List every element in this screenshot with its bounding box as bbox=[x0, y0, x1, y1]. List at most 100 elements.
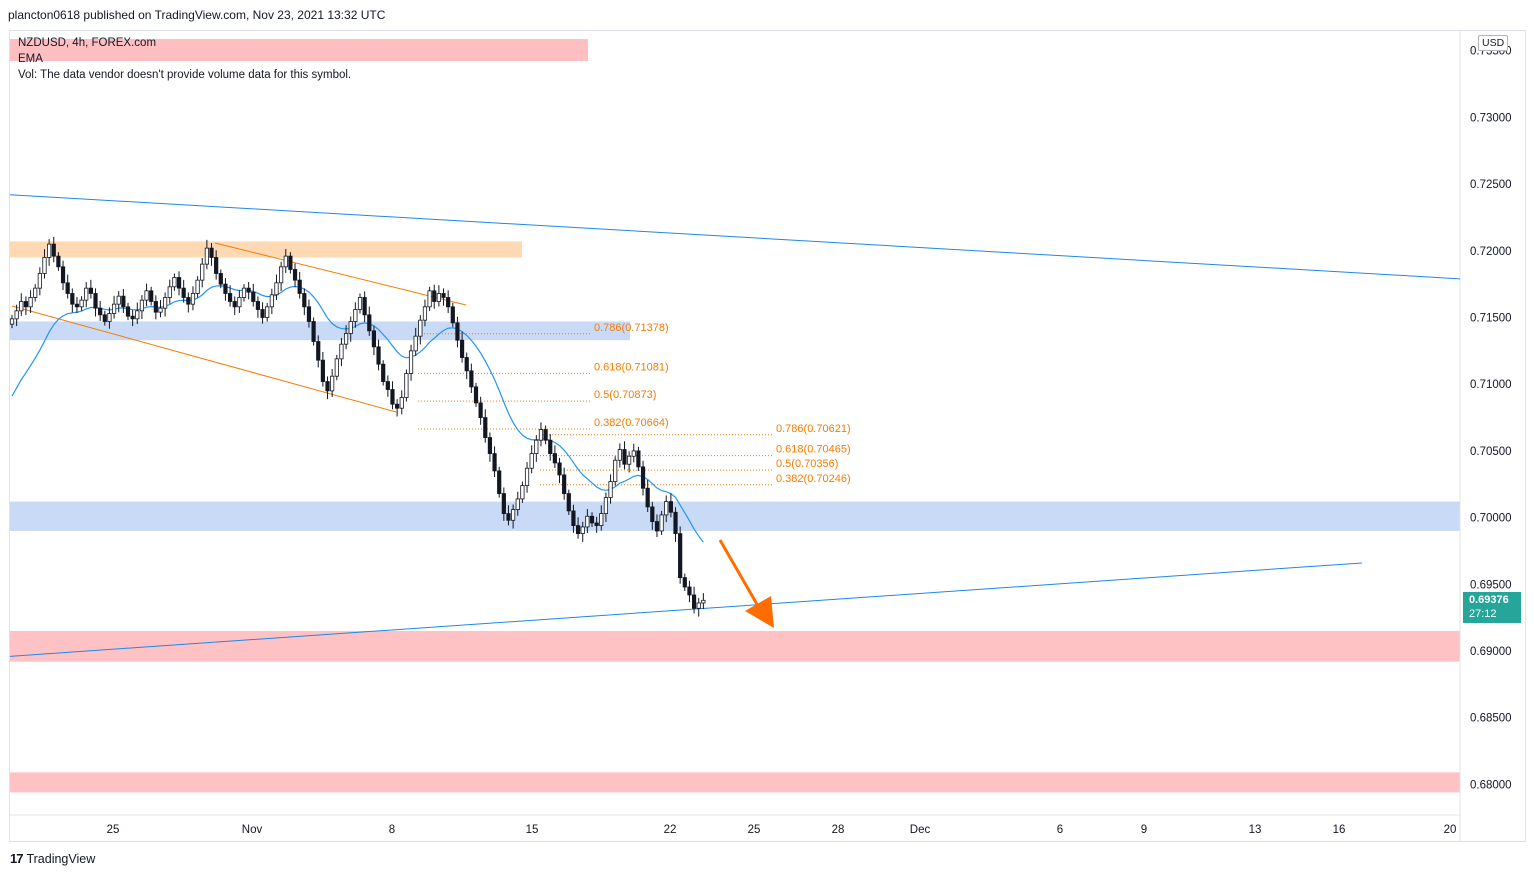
time-tick-label: 20 bbox=[1444, 824, 1457, 836]
candle-body bbox=[446, 297, 451, 308]
ema-label[interactable]: EMA bbox=[18, 53, 43, 65]
candle-body bbox=[283, 255, 288, 268]
candle-body bbox=[214, 257, 219, 274]
candle-body bbox=[571, 510, 576, 527]
currency-badge[interactable]: USD bbox=[1478, 35, 1509, 51]
price-tick-label: 0.70500 bbox=[1470, 446, 1512, 458]
candle-body bbox=[153, 301, 158, 313]
candle-body bbox=[687, 586, 692, 596]
price-tick-label: 0.72500 bbox=[1470, 179, 1512, 191]
candle-body bbox=[381, 363, 386, 382]
candle-body bbox=[575, 525, 581, 535]
publisher-header: plancton0618 published on TradingView.co… bbox=[8, 8, 386, 22]
price-tick-label: 0.71000 bbox=[1470, 379, 1512, 391]
price-tick-label: 0.70000 bbox=[1470, 513, 1512, 525]
candle-body bbox=[125, 306, 131, 317]
candle-body bbox=[176, 277, 182, 289]
candle-body bbox=[497, 470, 502, 494]
candle-body bbox=[650, 506, 655, 523]
candle-body bbox=[353, 309, 358, 322]
candle-body bbox=[483, 417, 488, 438]
candle-body bbox=[23, 301, 29, 308]
candle-body bbox=[9, 318, 15, 325]
candle-body bbox=[70, 293, 75, 305]
candle-body bbox=[47, 243, 52, 258]
candle-body bbox=[520, 485, 525, 500]
chart-frame bbox=[9, 30, 1526, 842]
candle-body bbox=[241, 287, 247, 298]
time-tick-label: 6 bbox=[1057, 824, 1063, 836]
candle-body bbox=[107, 313, 112, 322]
candle-body bbox=[627, 455, 632, 465]
candle-body bbox=[580, 526, 585, 535]
candle-body bbox=[19, 301, 24, 312]
candle-body bbox=[376, 346, 381, 365]
candles-layer bbox=[9, 236, 706, 617]
candle-body bbox=[589, 515, 595, 524]
footer-logo[interactable]: 17 TradingView bbox=[10, 851, 95, 866]
candle-body bbox=[274, 282, 279, 296]
price-tick-label: 0.68500 bbox=[1470, 713, 1512, 725]
candle-body bbox=[167, 286, 172, 298]
candle-body bbox=[678, 533, 683, 579]
candle-body bbox=[636, 450, 641, 468]
candle-body bbox=[506, 513, 511, 521]
candle-body bbox=[74, 303, 80, 308]
candle-body bbox=[139, 299, 145, 312]
candle-body bbox=[668, 501, 673, 513]
candle-body bbox=[599, 513, 604, 527]
price-tick-label: 0.71500 bbox=[1470, 313, 1512, 325]
price-tick-label: 0.69000 bbox=[1470, 646, 1512, 658]
fib-level-label: 0.786(0.71378) bbox=[594, 322, 669, 334]
fib-level-label: 0.382(0.70246) bbox=[776, 473, 851, 485]
candle-body bbox=[608, 481, 613, 498]
candle-body bbox=[42, 257, 47, 274]
candle-body bbox=[200, 263, 205, 281]
candle-body bbox=[181, 287, 186, 298]
candle-body bbox=[149, 290, 154, 302]
candle-body bbox=[251, 291, 256, 302]
candle-body bbox=[288, 255, 293, 270]
candle-body bbox=[548, 439, 553, 454]
candle-body bbox=[492, 453, 497, 472]
candle-body bbox=[14, 310, 19, 320]
candle-body bbox=[696, 602, 701, 609]
candle-body bbox=[654, 521, 660, 532]
bar-countdown: 27:12 bbox=[1469, 608, 1497, 620]
candle-body bbox=[640, 466, 646, 489]
legend-highlight-zone bbox=[10, 39, 588, 61]
time-tick-label: 22 bbox=[664, 824, 677, 836]
fib-level-label: 0.5(0.70356) bbox=[776, 458, 838, 470]
candle-body bbox=[297, 279, 302, 294]
candle-body bbox=[594, 522, 599, 527]
chart-legend: NZDUSD, 4h, FOREX.com EMA Vol: The data … bbox=[18, 35, 351, 83]
projection-arrow-head bbox=[745, 596, 774, 628]
candle-body bbox=[441, 293, 446, 298]
symbol-label[interactable]: NZDUSD, 4h, FOREX.com bbox=[18, 37, 157, 49]
candle-body bbox=[422, 306, 428, 321]
time-axis: 25 Nov 8 15 22 25 28 Dec 6 9 13 16 20 bbox=[107, 824, 1457, 836]
candle-body bbox=[223, 283, 228, 294]
candle-body bbox=[135, 310, 140, 320]
projection-arrow-layer bbox=[718, 539, 774, 628]
candle-body bbox=[255, 301, 261, 310]
candle-body bbox=[631, 450, 636, 457]
fib-level-label: 0.382(0.70664) bbox=[594, 417, 669, 429]
candle-body bbox=[195, 279, 200, 294]
candle-body bbox=[436, 293, 441, 302]
candle-body bbox=[37, 273, 42, 289]
last-price-value: 0.69376 bbox=[1469, 594, 1509, 606]
candle-body bbox=[265, 306, 270, 318]
candle-body bbox=[427, 290, 432, 308]
candle-body bbox=[566, 493, 571, 512]
time-tick-label: 16 bbox=[1333, 824, 1346, 836]
tradingview-logo-icon: 17 bbox=[10, 851, 24, 866]
candle-body bbox=[292, 269, 298, 281]
time-tick-label: Nov bbox=[242, 824, 263, 836]
candle-body bbox=[524, 467, 530, 486]
candle-body bbox=[362, 297, 367, 316]
candle-body bbox=[186, 297, 191, 305]
candle-body bbox=[464, 357, 469, 372]
candle-body bbox=[116, 295, 121, 305]
